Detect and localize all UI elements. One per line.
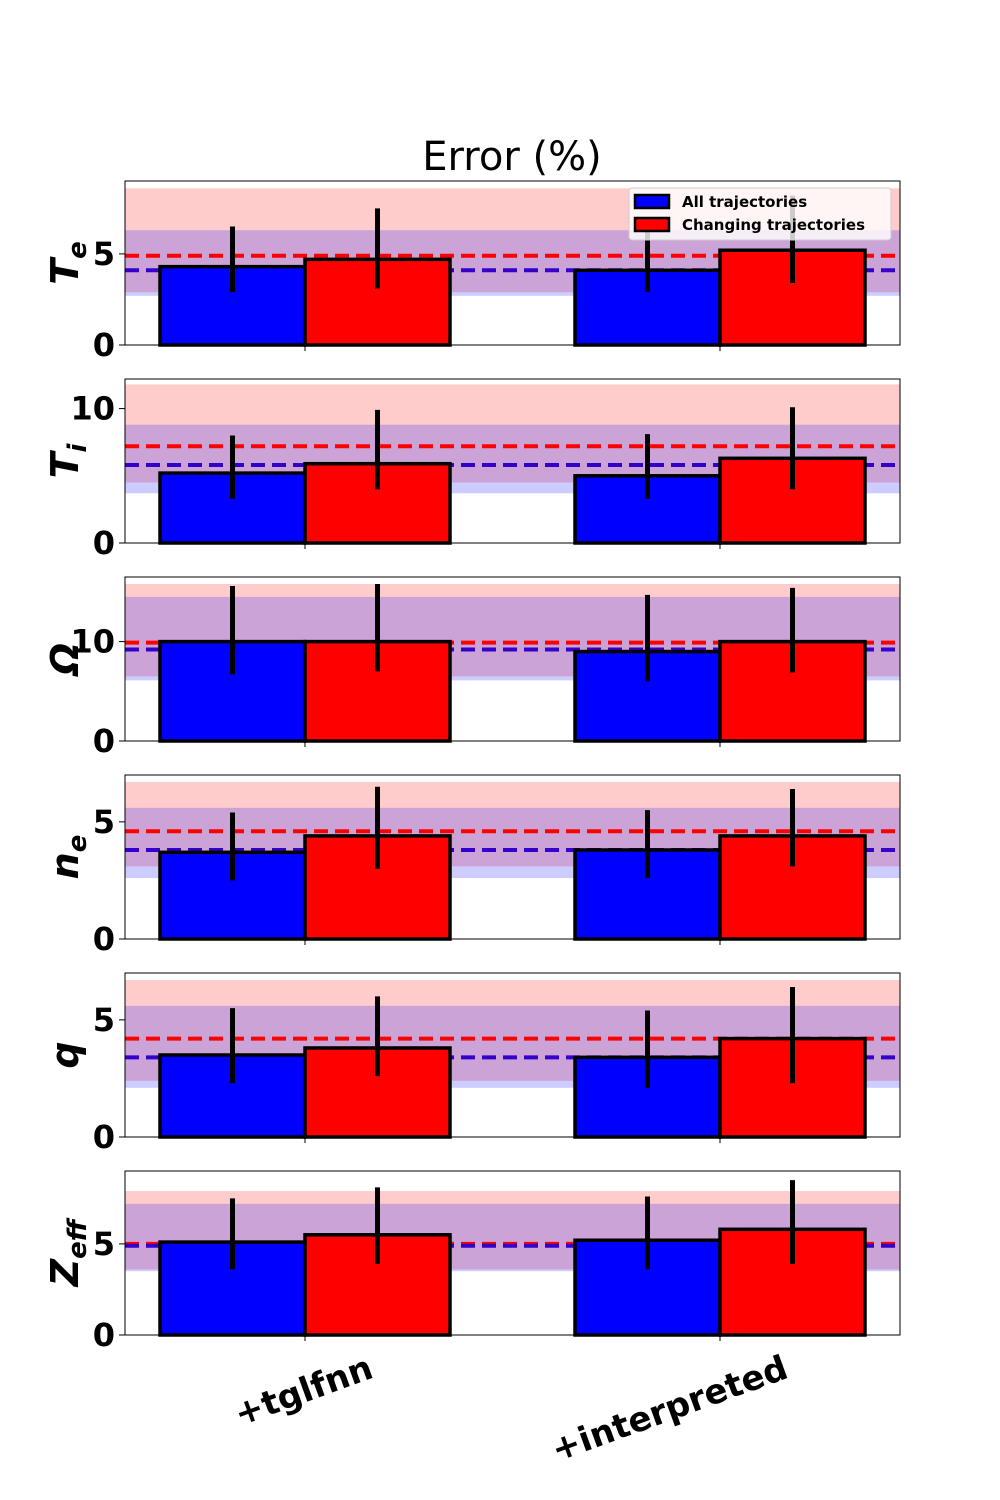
panel-3: 0 10Ω [43,576,901,760]
y-axis-label: q [43,1041,87,1068]
y-tick-label: 10 [70,390,115,428]
legend-swatch-2 [633,216,671,233]
legend-swatch-1 [633,193,671,210]
y-axis-label: Ω [43,643,87,677]
y-tick-label: 0 [93,326,115,364]
y-tick-label: 0 [93,1118,115,1156]
axes-frame [124,378,901,544]
legend-label-1: All trajectories [682,193,807,211]
x-tick-label-2: +interpreted [546,1348,793,1470]
axes-frame [124,180,901,346]
panel-2: 0 10 Ti [43,378,901,562]
panel-4: 0 5ne [43,774,901,958]
axes-frame [124,1170,901,1336]
legend-label-2: Changing trajectories [682,216,865,234]
y-tick-label: 10 [70,623,115,661]
y-axis-label: ne [43,835,93,880]
y-tick-label: 5 [93,1001,115,1039]
legend: All trajectories Changing trajectories [628,187,892,241]
y-tick-label: 5 [93,1225,115,1263]
y-tick-label: 0 [93,524,115,562]
axes-frame [124,576,901,742]
y-axis-label: Zeff [43,1217,93,1287]
y-axis-label: Ti [43,443,93,479]
y-tick-label: 0 [93,1316,115,1354]
chart-title: Error (%) [422,134,601,180]
panel-5: 0 5q [43,972,901,1156]
axes-frame [124,972,901,1138]
y-tick-label: 5 [93,803,115,841]
axes-frame [124,774,901,940]
y-axis-label: Te [43,241,93,285]
y-tick-label: 0 [93,722,115,760]
x-tick-label-1: +tglfnn [229,1348,378,1435]
legend-box [628,187,892,241]
y-tick-label: 5 [93,235,115,273]
y-tick-label: 0 [93,920,115,958]
